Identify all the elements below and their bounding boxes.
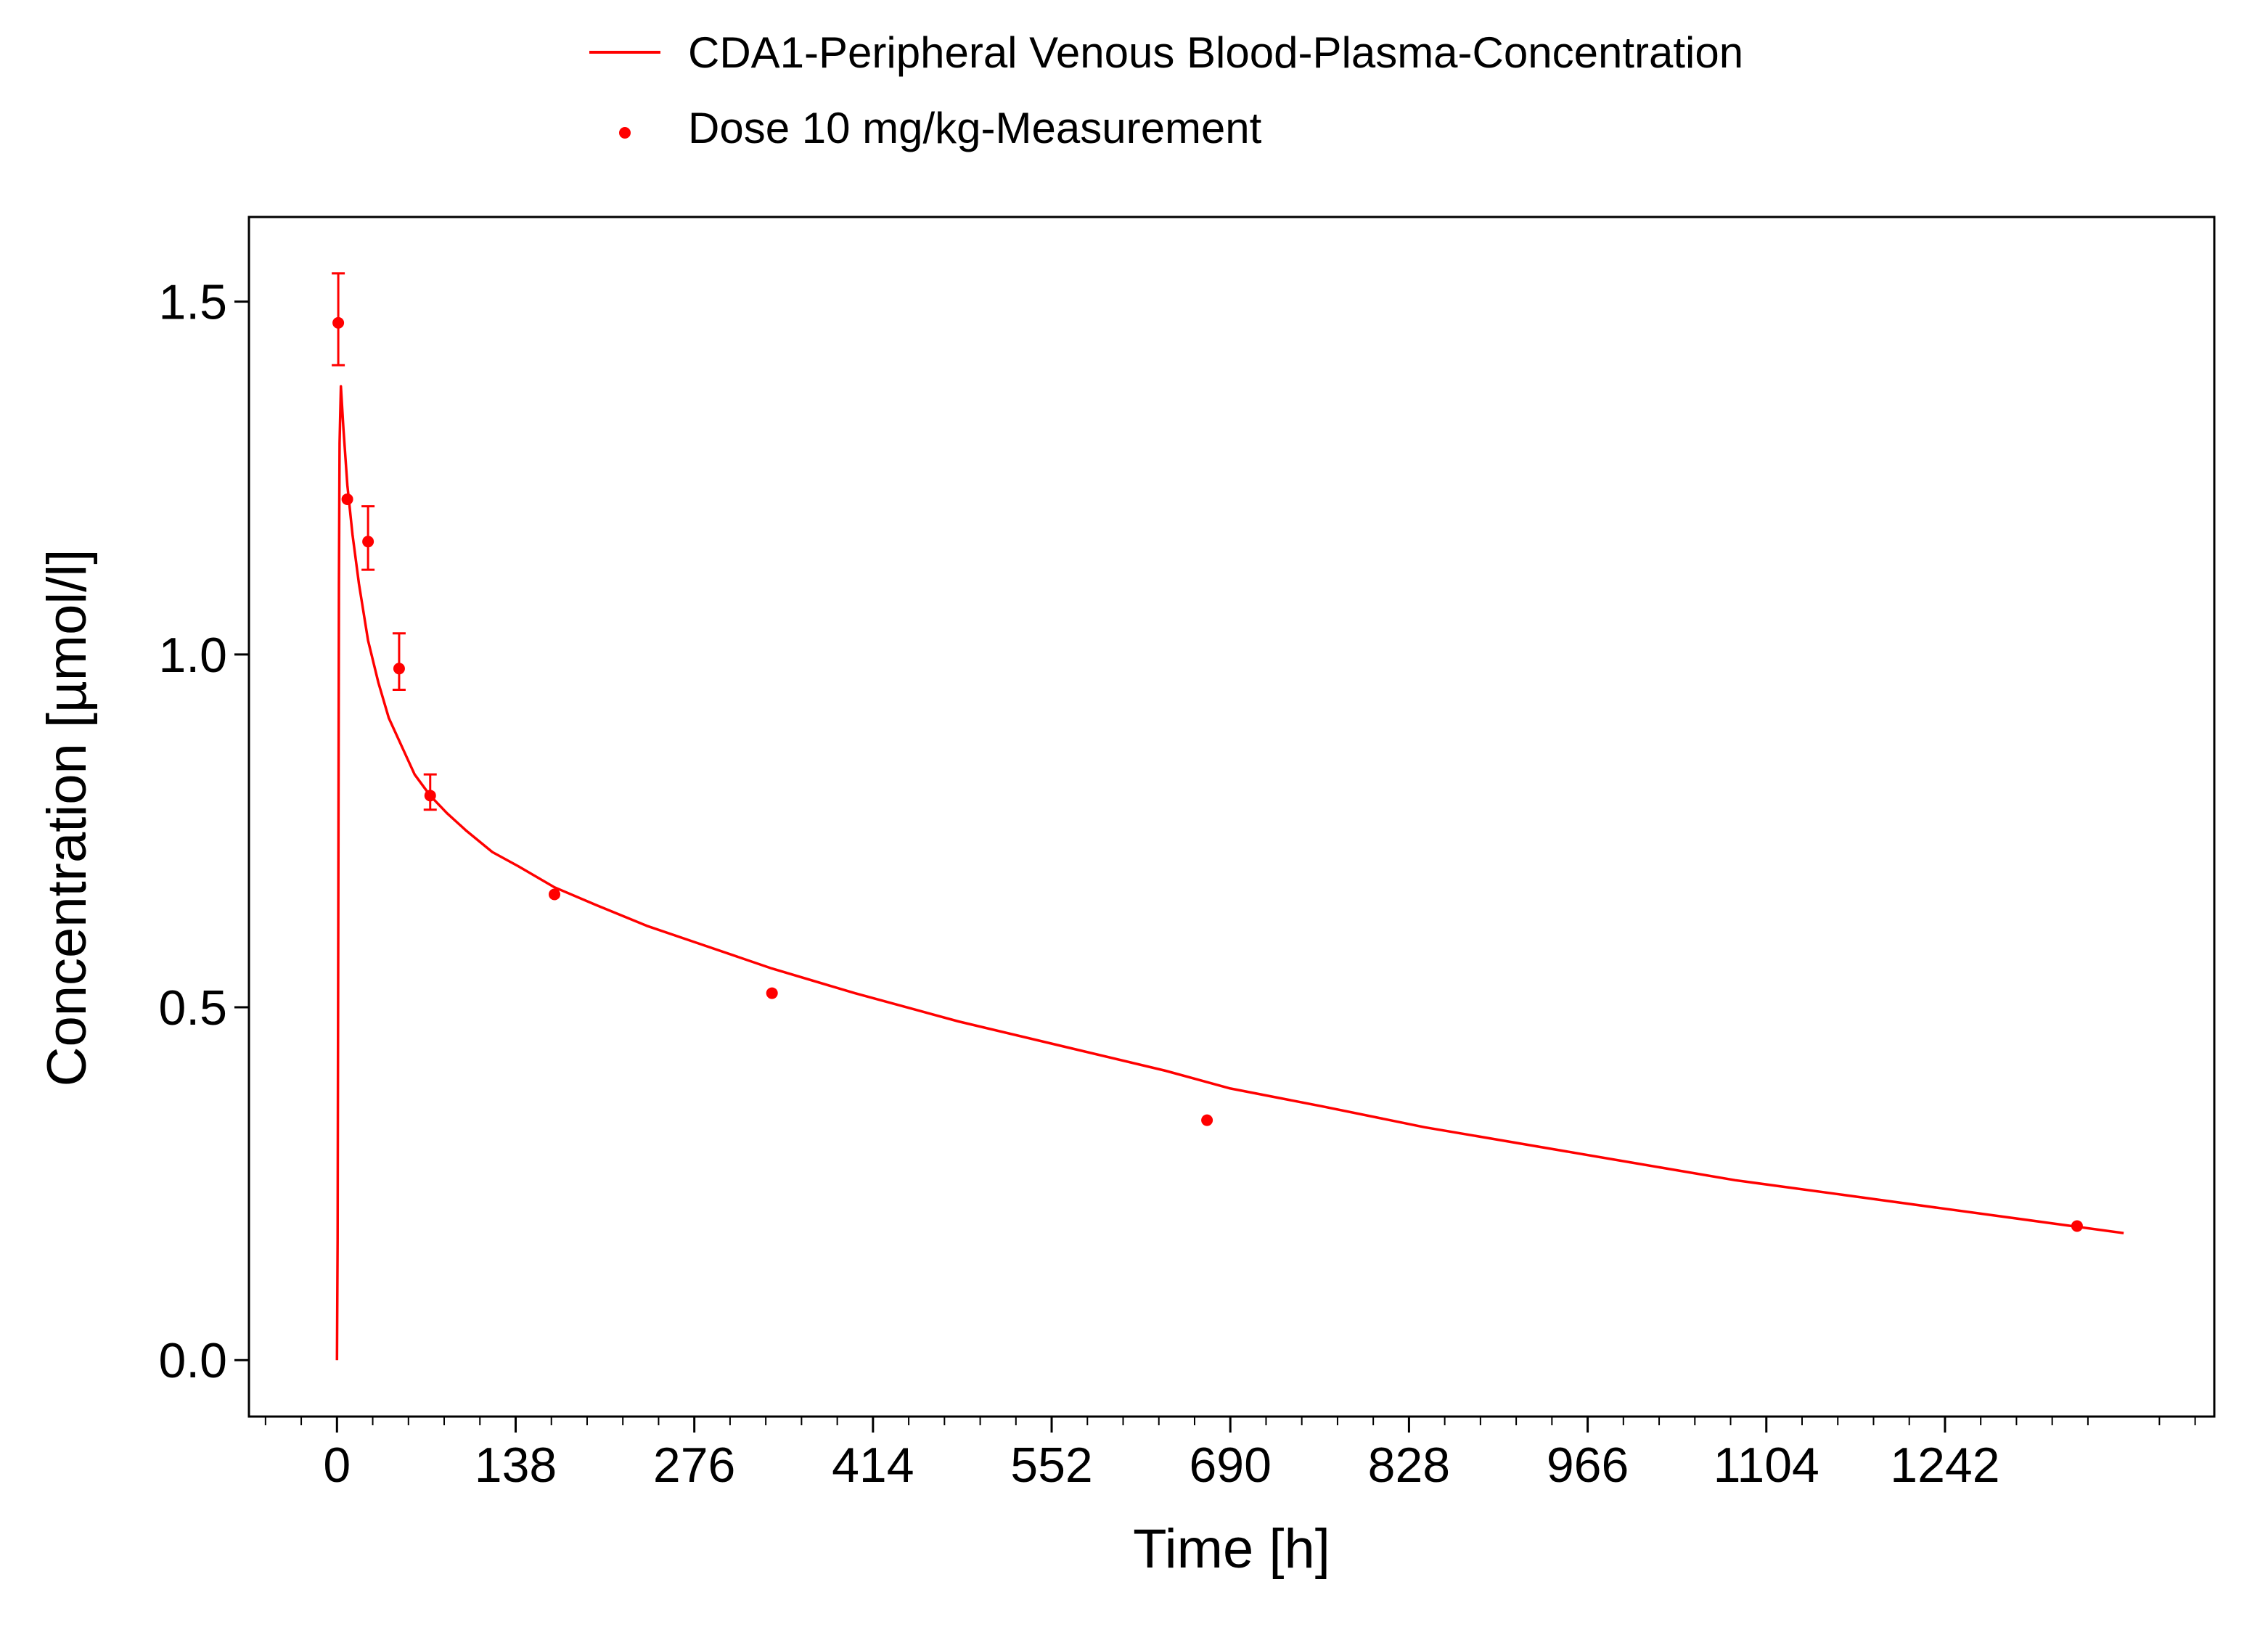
simulation-line <box>335 385 2124 1361</box>
legend-label-simulation: CDA1-Peripheral Venous Blood-Plasma-Conc… <box>688 28 1743 77</box>
x-tick-label: 690 <box>1189 1438 1271 1493</box>
series-layer <box>332 272 2124 1361</box>
plot-area-frame <box>247 216 2216 1418</box>
measurement-point <box>2071 1220 2083 1232</box>
x-axis-title: Time [h] <box>1133 1518 1330 1580</box>
legend-label-measurement: Dose 10 mg/kg-Measurement <box>688 104 1262 152</box>
measurement-point <box>1201 1114 1213 1126</box>
y-tick-label: 0.5 <box>158 980 227 1036</box>
measurement-point <box>393 663 405 675</box>
measurement-point <box>766 987 778 999</box>
x-tick-label: 966 <box>1547 1438 1629 1493</box>
measurement-point <box>362 536 374 548</box>
y-tick-label: 0.0 <box>158 1333 227 1388</box>
measurement-point <box>332 316 345 329</box>
y-tick-label: 1.0 <box>158 628 227 683</box>
measurement-point <box>341 493 353 505</box>
measurement-point <box>549 888 561 901</box>
x-axis: 0 138 276 414 552 690 828 966 1104 1242 <box>264 1417 2196 1493</box>
x-tick-label: 1104 <box>1714 1438 1819 1493</box>
x-tick-label: 0 <box>323 1438 351 1493</box>
legend: CDA1-Peripheral Venous Blood-Plasma-Conc… <box>589 28 1743 152</box>
y-axis: 0.0 0.5 1.0 1.5 <box>158 275 249 1388</box>
x-tick-label: 552 <box>1010 1438 1092 1493</box>
legend-dot-swatch <box>619 127 631 139</box>
measurement-point <box>424 790 436 802</box>
x-tick-label: 828 <box>1368 1438 1450 1493</box>
x-tick-label: 138 <box>475 1438 557 1493</box>
x-tick-label: 276 <box>653 1438 735 1493</box>
x-tick-label: 1242 <box>1890 1438 1999 1493</box>
x-tick-label: 414 <box>832 1438 914 1493</box>
y-axis-title: Concentration [µmol/l] <box>36 549 98 1087</box>
y-tick-label: 1.5 <box>158 275 227 330</box>
